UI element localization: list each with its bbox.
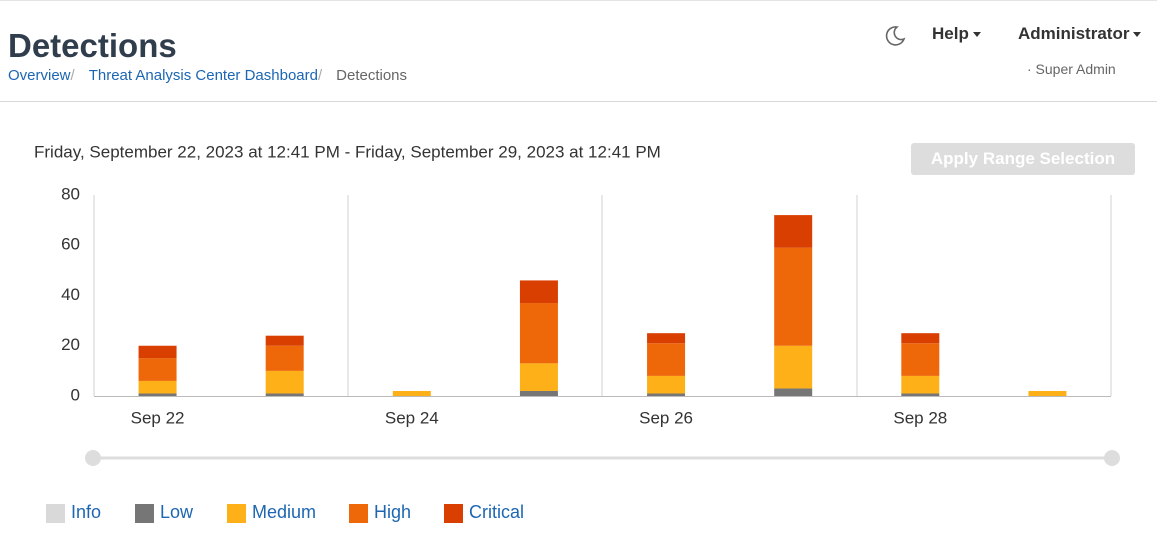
breadcrumbs: Overview/Threat Analysis Center Dashboar… bbox=[8, 67, 413, 84]
bar-segment bbox=[774, 215, 813, 248]
dividers bbox=[93, 195, 1112, 396]
legend-swatch[interactable] bbox=[349, 504, 368, 523]
help-label: Help bbox=[932, 24, 969, 43]
bar-segment bbox=[265, 345, 304, 371]
bar-segment bbox=[519, 303, 558, 364]
user-label: Administrator bbox=[1018, 24, 1130, 43]
bar-segment bbox=[774, 388, 813, 396]
legend-label[interactable]: Critical bbox=[469, 502, 524, 522]
date-range: Friday, September 22, 2023 at 12:41 PM -… bbox=[34, 142, 661, 161]
user-role: · Super Admin bbox=[1027, 61, 1116, 77]
breadcrumb-link[interactable]: Overview bbox=[8, 67, 71, 84]
bar-segment bbox=[138, 393, 177, 396]
x-tick-label: Sep 28 bbox=[893, 408, 947, 427]
bar-segment bbox=[519, 363, 558, 391]
legend-label[interactable]: Info bbox=[71, 502, 101, 522]
bar-segment bbox=[138, 345, 177, 359]
bar-segment bbox=[647, 333, 686, 344]
legend-label[interactable]: Low bbox=[160, 502, 194, 522]
caret bbox=[1133, 32, 1142, 38]
breadcrumb-link[interactable]: Threat Analysis Center Dashboard bbox=[88, 67, 318, 84]
bar-segment bbox=[647, 375, 686, 394]
theme-toggle[interactable] bbox=[884, 25, 906, 47]
user-menu[interactable]: Administrator bbox=[1018, 24, 1142, 44]
bar-segment bbox=[519, 280, 558, 304]
bar-segment bbox=[901, 393, 940, 396]
caret bbox=[972, 32, 981, 38]
y-tick-label: 60 bbox=[61, 235, 80, 254]
legend-label[interactable]: High bbox=[374, 502, 411, 522]
slider-handle[interactable] bbox=[1104, 450, 1120, 466]
page-title: Detections bbox=[8, 27, 177, 64]
bar-segment bbox=[265, 393, 304, 396]
bar-segment bbox=[519, 390, 558, 396]
bar-segment bbox=[138, 358, 177, 381]
bar-segment bbox=[1028, 390, 1067, 396]
bar-segment bbox=[138, 380, 177, 394]
legend-swatch[interactable] bbox=[444, 504, 463, 523]
slider-handle[interactable] bbox=[85, 450, 101, 466]
y-tick-label: 80 bbox=[61, 184, 80, 203]
bar-segment bbox=[774, 247, 813, 346]
legend-swatch[interactable] bbox=[46, 504, 65, 523]
x-tick-label: Sep 24 bbox=[385, 408, 439, 427]
legend-swatch[interactable] bbox=[135, 504, 154, 523]
legend-label[interactable]: Medium bbox=[252, 502, 316, 522]
legend-swatch[interactable] bbox=[227, 504, 246, 523]
x-tick-label: Sep 22 bbox=[131, 408, 185, 427]
bar-segment bbox=[265, 370, 304, 394]
bar-segment bbox=[774, 345, 813, 389]
x-tick-label: Sep 26 bbox=[639, 408, 693, 427]
bar-segment bbox=[392, 390, 431, 396]
top-bar: Detections Overview/Threat Analysis Cent… bbox=[0, 0, 1157, 102]
separator: / bbox=[70, 67, 75, 84]
bar-segment bbox=[901, 333, 940, 344]
bar-segment bbox=[901, 375, 940, 394]
apply-button[interactable]: Apply Range Selection bbox=[911, 143, 1135, 175]
bar-segment bbox=[647, 343, 686, 376]
breadcrumb-current: Detections bbox=[336, 67, 408, 84]
y-tick-label: 20 bbox=[61, 335, 80, 354]
bar-segment bbox=[265, 335, 304, 346]
bar-segment bbox=[901, 343, 940, 376]
bar-segment bbox=[647, 393, 686, 396]
separator: / bbox=[317, 67, 323, 84]
y-tick-label: 40 bbox=[61, 285, 80, 304]
help-menu[interactable]: Help bbox=[932, 24, 981, 44]
y-tick-label: 0 bbox=[71, 385, 80, 404]
